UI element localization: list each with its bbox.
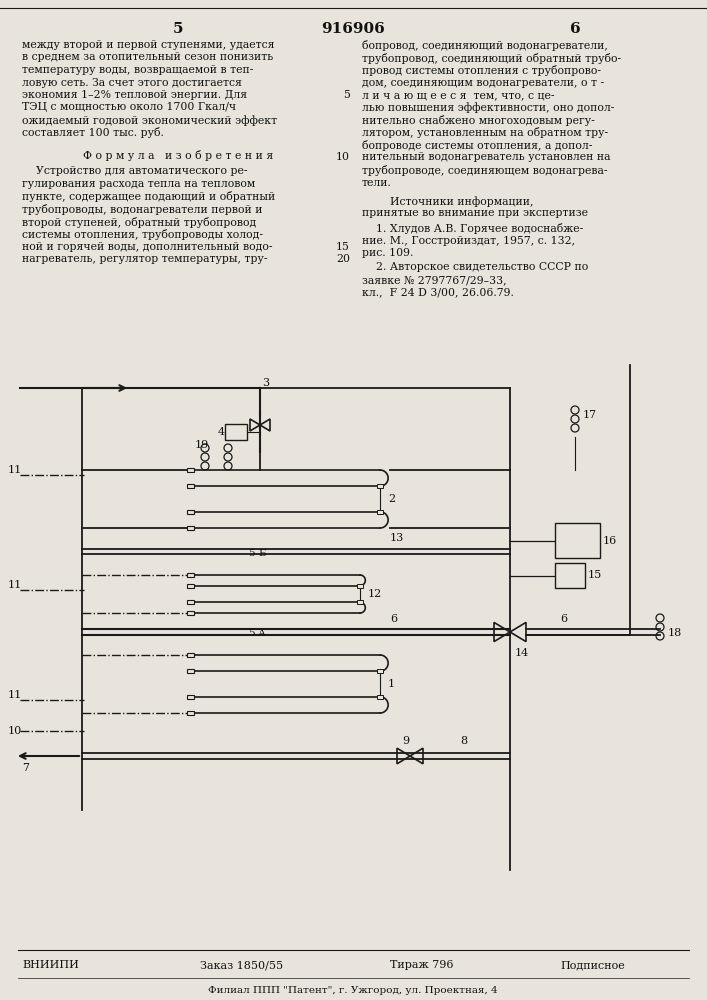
Text: лятором, установленным на обратном тру-: лятором, установленным на обратном тру-: [362, 127, 608, 138]
Text: 12: 12: [368, 589, 382, 599]
Bar: [187, 468, 194, 472]
Text: Устройство для автоматического ре-: Устройство для автоматического ре-: [22, 166, 247, 176]
Text: 1. Хлудов А.В. Горячее водоснабже-: 1. Хлудов А.В. Горячее водоснабже-: [362, 223, 583, 234]
Text: 5: 5: [248, 629, 255, 638]
Text: трубопроводе, соединяющем водонагрева-: трубопроводе, соединяющем водонагрева-: [362, 165, 607, 176]
Text: 19: 19: [195, 440, 209, 450]
Bar: [555, 523, 600, 558]
Text: ной и горячей воды, дополнительный водо-: ной и горячей воды, дополнительный водо-: [22, 241, 272, 251]
Text: бопровод, соединяющий водонагреватели,: бопровод, соединяющий водонагреватели,: [362, 40, 608, 51]
Text: Заказ 1850/55: Заказ 1850/55: [200, 960, 283, 970]
Text: 1: 1: [388, 679, 395, 689]
Text: 10: 10: [8, 726, 22, 736]
Text: 2. Авторское свидетельство СССР по: 2. Авторское свидетельство СССР по: [362, 262, 588, 272]
Text: ловую сеть. За счет этого достигается: ловую сеть. За счет этого достигается: [22, 78, 242, 88]
Text: 16: 16: [603, 536, 617, 546]
Text: 6: 6: [560, 614, 567, 624]
Text: А: А: [258, 629, 266, 638]
Text: 15: 15: [336, 241, 350, 251]
Text: 9: 9: [402, 736, 409, 746]
Text: 17: 17: [583, 410, 597, 420]
Text: Источники информации,: Источники информации,: [362, 196, 534, 207]
Text: составляет 100 тыс. руб.: составляет 100 тыс. руб.: [22, 127, 164, 138]
Text: Б: Б: [258, 548, 266, 558]
Text: ние. М., Госстройиздат, 1957, с. 132,: ние. М., Госстройиздат, 1957, с. 132,: [362, 235, 575, 245]
Text: системы отопления, трубопроводы холод-: системы отопления, трубопроводы холод-: [22, 229, 263, 240]
Bar: [225, 424, 247, 440]
Text: ожидаемый годовой экономический эффект: ожидаемый годовой экономический эффект: [22, 115, 277, 126]
Text: ВНИИПИ: ВНИИПИ: [22, 960, 79, 970]
Text: 916906: 916906: [321, 22, 385, 36]
Text: нительно снабжено многоходовым регу-: нительно снабжено многоходовым регу-: [362, 115, 595, 126]
Text: экономия 1–2% тепловой энергии. Для: экономия 1–2% тепловой энергии. Для: [22, 90, 247, 100]
Text: 18: 18: [668, 628, 682, 638]
Text: 13: 13: [390, 533, 404, 543]
Text: 6: 6: [570, 22, 580, 36]
Text: дом, соединяющим водонагреватели, о т -: дом, соединяющим водонагреватели, о т -: [362, 78, 604, 88]
Text: трубопровод, соединяющий обратный трубо-: трубопровод, соединяющий обратный трубо-: [362, 52, 621, 64]
Bar: [187, 611, 194, 615]
Text: 5: 5: [248, 548, 255, 558]
Text: температуру воды, возвращаемой в теп-: температуру воды, возвращаемой в теп-: [22, 65, 253, 75]
Text: тели.: тели.: [362, 178, 392, 188]
Text: 15: 15: [588, 570, 602, 580]
Bar: [357, 584, 363, 588]
Text: 11: 11: [8, 465, 22, 475]
Bar: [187, 573, 194, 577]
Text: принятые во внимание при экспертизе: принятые во внимание при экспертизе: [362, 209, 588, 219]
Text: нительный водонагреватель установлен на: нительный водонагреватель установлен на: [362, 152, 611, 162]
Text: ТЭЦ с мощностью около 1700 Гкал/ч: ТЭЦ с мощностью около 1700 Гкал/ч: [22, 103, 236, 112]
Text: второй ступеней, обратный трубопровод: второй ступеней, обратный трубопровод: [22, 217, 256, 228]
Text: провод системы отопления с трубопрово-: провод системы отопления с трубопрово-: [362, 65, 601, 76]
Text: рис. 109.: рис. 109.: [362, 248, 414, 258]
Text: 11: 11: [8, 580, 22, 590]
Bar: [187, 695, 194, 699]
Text: л и ч а ю щ е е с я  тем, что, с це-: л и ч а ю щ е е с я тем, что, с це-: [362, 90, 554, 100]
Text: Подписное: Подписное: [560, 960, 625, 970]
Text: 4: 4: [218, 427, 225, 437]
Bar: [187, 526, 194, 530]
Text: бопроводе системы отопления, а допол-: бопроводе системы отопления, а допол-: [362, 140, 592, 151]
Text: кл.,  F 24 D 3/00, 26.06.79.: кл., F 24 D 3/00, 26.06.79.: [362, 288, 514, 298]
Bar: [187, 584, 194, 588]
Text: 2: 2: [388, 494, 395, 504]
Bar: [187, 510, 194, 514]
Text: 7: 7: [22, 763, 29, 773]
Bar: [377, 695, 383, 699]
Text: 5: 5: [173, 22, 183, 36]
Text: трубопроводы, водонагреватели первой и: трубопроводы, водонагреватели первой и: [22, 204, 262, 215]
Text: 10: 10: [336, 152, 350, 162]
Text: 20: 20: [336, 254, 350, 264]
Text: 6: 6: [390, 614, 397, 624]
Text: Филиал ППП "Патент", г. Ужгород, ул. Проектная, 4: Филиал ППП "Патент", г. Ужгород, ул. Про…: [208, 986, 498, 995]
Text: между второй и первой ступенями, удается: между второй и первой ступенями, удается: [22, 40, 274, 50]
Text: 5: 5: [343, 90, 350, 100]
Text: Ф о р м у л а   и з о б р е т е н и я: Ф о р м у л а и з о б р е т е н и я: [83, 150, 273, 161]
Text: заявке № 2797767/29–33,: заявке № 2797767/29–33,: [362, 275, 507, 285]
Bar: [357, 600, 363, 604]
Bar: [555, 563, 585, 588]
Text: пункте, содержащее подающий и обратный: пункте, содержащее подающий и обратный: [22, 192, 275, 202]
Text: Тираж 796: Тираж 796: [390, 960, 453, 970]
Text: лью повышения эффективности, оно допол-: лью повышения эффективности, оно допол-: [362, 103, 614, 113]
Bar: [377, 484, 383, 488]
Text: 8: 8: [460, 736, 467, 746]
Bar: [187, 669, 194, 673]
Bar: [187, 653, 194, 657]
Text: 3: 3: [262, 378, 269, 388]
Text: нагреватель, регулятор температуры, тру-: нагреватель, регулятор температуры, тру-: [22, 254, 267, 264]
Bar: [377, 510, 383, 514]
Bar: [377, 669, 383, 673]
Bar: [187, 484, 194, 488]
Bar: [187, 600, 194, 604]
Bar: [187, 711, 194, 715]
Text: гулирования расхода тепла на тепловом: гулирования расхода тепла на тепловом: [22, 179, 255, 189]
Text: 11: 11: [8, 690, 22, 700]
Text: 14: 14: [515, 648, 530, 658]
Text: в среднем за отопительный сезон понизить: в среднем за отопительный сезон понизить: [22, 52, 273, 62]
